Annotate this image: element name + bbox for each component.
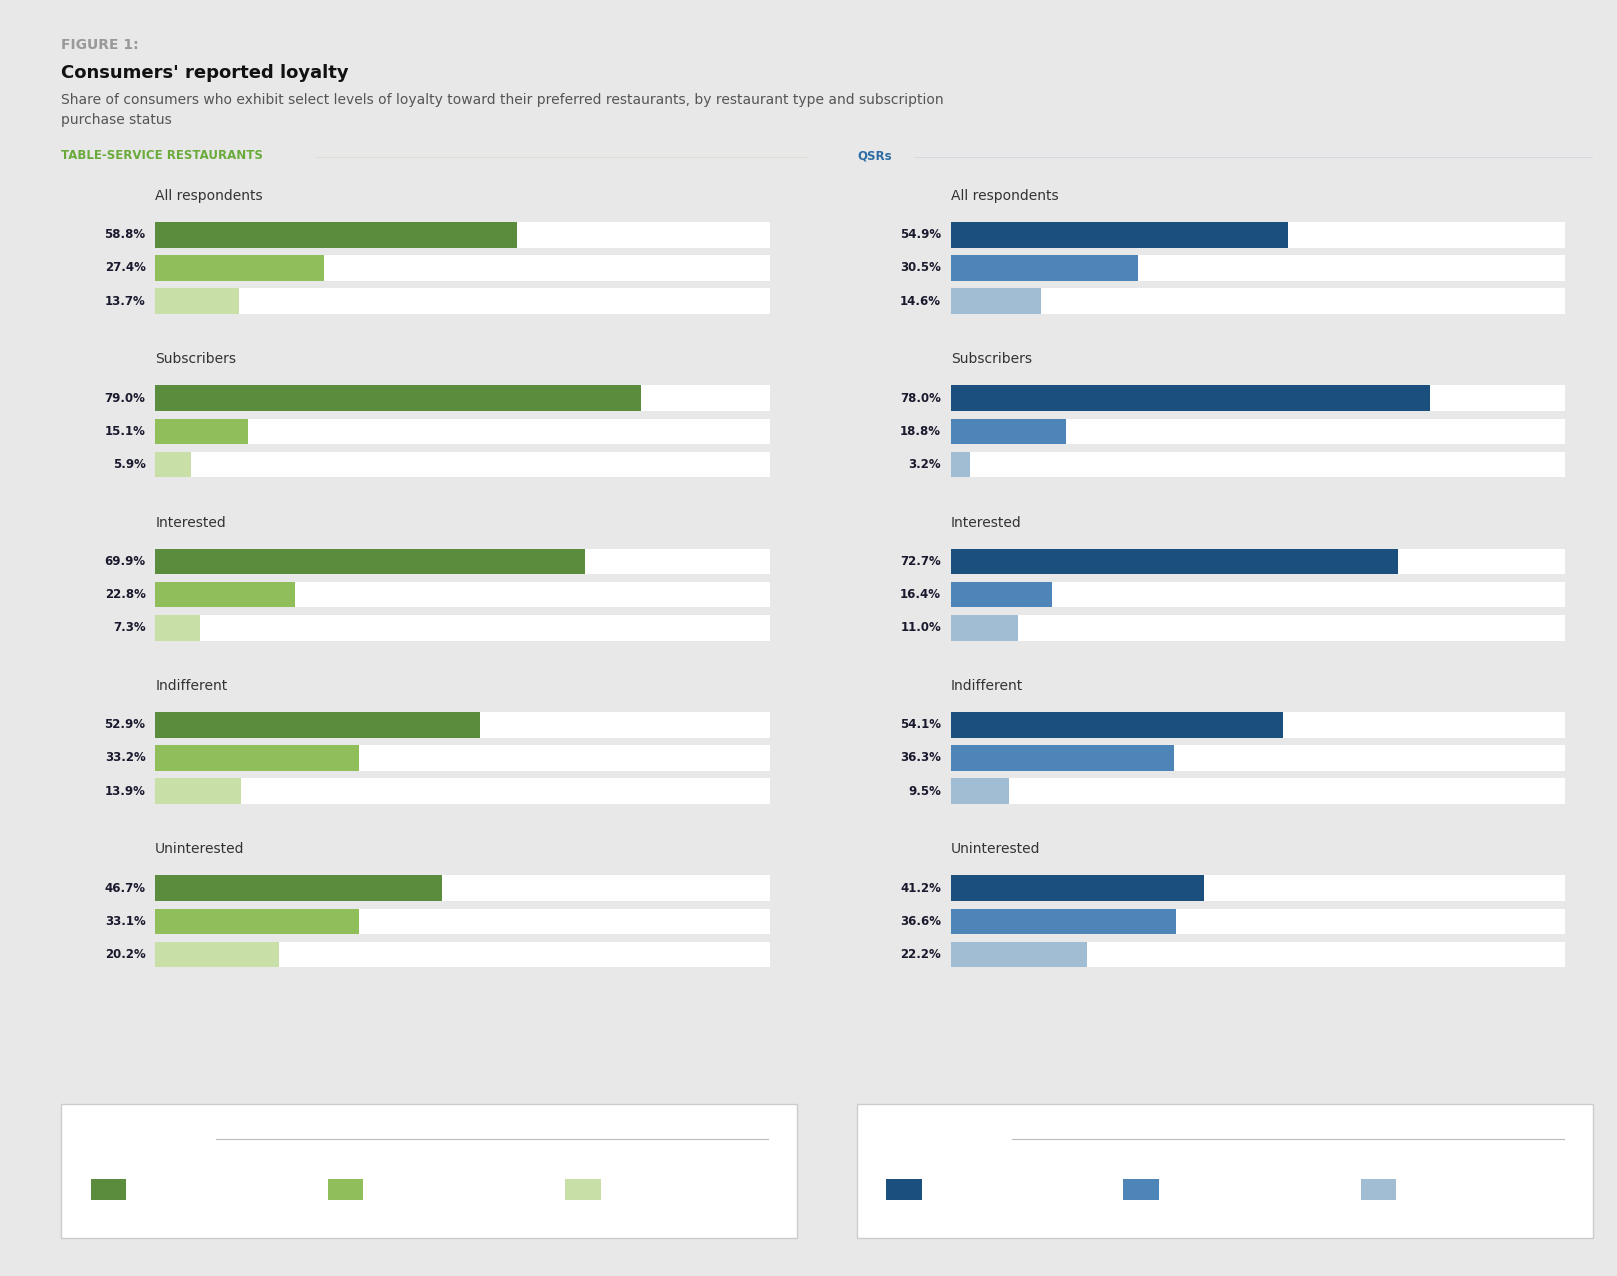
Text: 54.9%: 54.9% <box>901 228 941 241</box>
Text: 72.7%: 72.7% <box>901 555 941 568</box>
Text: QSRs: QSRs <box>857 149 891 162</box>
Text: Uninterested: Uninterested <box>155 842 244 856</box>
Text: 16.4%: 16.4% <box>901 588 941 601</box>
Text: 20.2%: 20.2% <box>105 948 146 961</box>
Text: 9.5%: 9.5% <box>909 785 941 798</box>
Text: Somewhat: Somewhat <box>377 1183 438 1196</box>
Text: LOYALTY LEVEL: LOYALTY LEVEL <box>886 1129 980 1139</box>
Text: 54.1%: 54.1% <box>901 718 941 731</box>
Text: Subscribers: Subscribers <box>155 352 236 366</box>
Text: 69.9%: 69.9% <box>105 555 146 568</box>
Text: LOYALTY LEVEL: LOYALTY LEVEL <box>91 1129 184 1139</box>
Text: 41.2%: 41.2% <box>901 882 941 894</box>
Text: 15.1%: 15.1% <box>105 425 146 438</box>
Text: Somewhat: Somewhat <box>1172 1183 1234 1196</box>
Text: 33.1%: 33.1% <box>105 915 146 928</box>
Text: 46.7%: 46.7% <box>105 882 146 894</box>
Text: Slightly or not at all: Slightly or not at all <box>614 1183 731 1196</box>
Text: Indifferent: Indifferent <box>155 679 228 693</box>
Text: Consumers' reported loyalty: Consumers' reported loyalty <box>61 64 349 82</box>
Text: Uninterested: Uninterested <box>951 842 1040 856</box>
Text: Slightly or not at all: Slightly or not at all <box>1410 1183 1526 1196</box>
Text: 52.9%: 52.9% <box>105 718 146 731</box>
Text: Interested: Interested <box>951 516 1022 530</box>
Text: 79.0%: 79.0% <box>105 392 146 404</box>
Text: 36.6%: 36.6% <box>901 915 941 928</box>
Text: 5.9%: 5.9% <box>113 458 146 471</box>
Text: 27.4%: 27.4% <box>105 262 146 274</box>
Text: 11.0%: 11.0% <box>901 621 941 634</box>
Text: Very or extremely: Very or extremely <box>935 1183 1040 1196</box>
Text: Share of consumers who exhibit select levels of loyalty toward their preferred r: Share of consumers who exhibit select le… <box>61 93 944 126</box>
Text: 58.8%: 58.8% <box>105 228 146 241</box>
Text: 30.5%: 30.5% <box>901 262 941 274</box>
Text: 33.2%: 33.2% <box>105 752 146 764</box>
Text: Indifferent: Indifferent <box>951 679 1024 693</box>
Text: 18.8%: 18.8% <box>901 425 941 438</box>
Text: 78.0%: 78.0% <box>901 392 941 404</box>
Text: Interested: Interested <box>155 516 226 530</box>
Text: Subscribers: Subscribers <box>951 352 1032 366</box>
Text: All respondents: All respondents <box>155 189 264 203</box>
Text: 36.3%: 36.3% <box>901 752 941 764</box>
Text: 14.6%: 14.6% <box>901 295 941 308</box>
Text: 13.7%: 13.7% <box>105 295 146 308</box>
Text: Very or extremely: Very or extremely <box>139 1183 244 1196</box>
Text: 22.2%: 22.2% <box>901 948 941 961</box>
Text: 3.2%: 3.2% <box>909 458 941 471</box>
Text: All respondents: All respondents <box>951 189 1059 203</box>
Text: 22.8%: 22.8% <box>105 588 146 601</box>
Text: 7.3%: 7.3% <box>113 621 146 634</box>
Text: TABLE-SERVICE RESTAURANTS: TABLE-SERVICE RESTAURANTS <box>61 149 264 162</box>
Text: 13.9%: 13.9% <box>105 785 146 798</box>
Text: FIGURE 1:: FIGURE 1: <box>61 38 139 52</box>
